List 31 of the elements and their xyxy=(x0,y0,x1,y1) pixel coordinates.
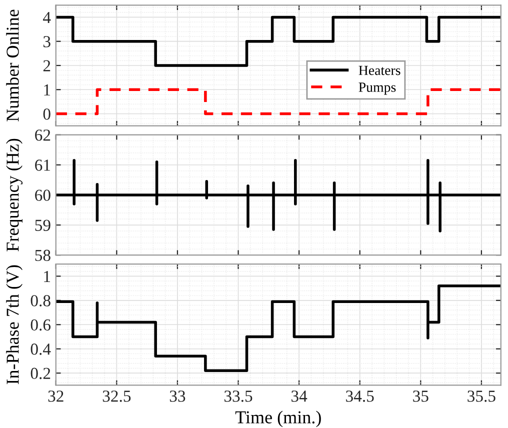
x-tick-label: 33 xyxy=(170,390,186,402)
y-axis-title: In-Phase 7th (V) xyxy=(6,265,23,384)
x-tick-label: 34 xyxy=(292,390,308,402)
y-tick-label: 1 xyxy=(44,84,50,96)
y-tick-label: 1 xyxy=(44,270,50,282)
y-tick-label: 0.6 xyxy=(30,319,51,331)
y-tick-label: 0.4 xyxy=(30,344,51,355)
y-axis-title: Frequency (Hz) xyxy=(6,138,23,252)
y-tick-label: 4 xyxy=(43,12,51,23)
x-tick-label: 32.5 xyxy=(102,390,131,402)
y-tick-label: 2 xyxy=(43,60,50,72)
x-axis-title: Time (min.) xyxy=(235,410,321,428)
legend-label: Pumps xyxy=(358,82,396,95)
x-tick-label: 35 xyxy=(413,390,428,402)
y-tick-label: 0.8 xyxy=(30,295,50,306)
y-tick-label: 59 xyxy=(35,220,50,231)
x-tick-label: 33.5 xyxy=(224,390,252,402)
line-series xyxy=(56,158,501,232)
y-tick-label: 62 xyxy=(35,130,50,141)
legend-label: Heaters xyxy=(358,66,400,76)
y-tick-label: 0.2 xyxy=(30,368,50,380)
line-series xyxy=(56,284,501,372)
y-axis-title: Number Online xyxy=(6,10,19,122)
y-tick-label: 58 xyxy=(35,250,50,262)
y-tick-label: 3 xyxy=(43,36,50,48)
y-tick-label: 61 xyxy=(35,160,50,171)
x-tick-label: 34.5 xyxy=(346,390,374,402)
y-tick-label: 60 xyxy=(35,190,50,201)
y-tick-label: 0 xyxy=(43,108,50,120)
x-tick-label: 35.5 xyxy=(468,390,496,402)
x-tick-label: 32 xyxy=(48,390,64,402)
